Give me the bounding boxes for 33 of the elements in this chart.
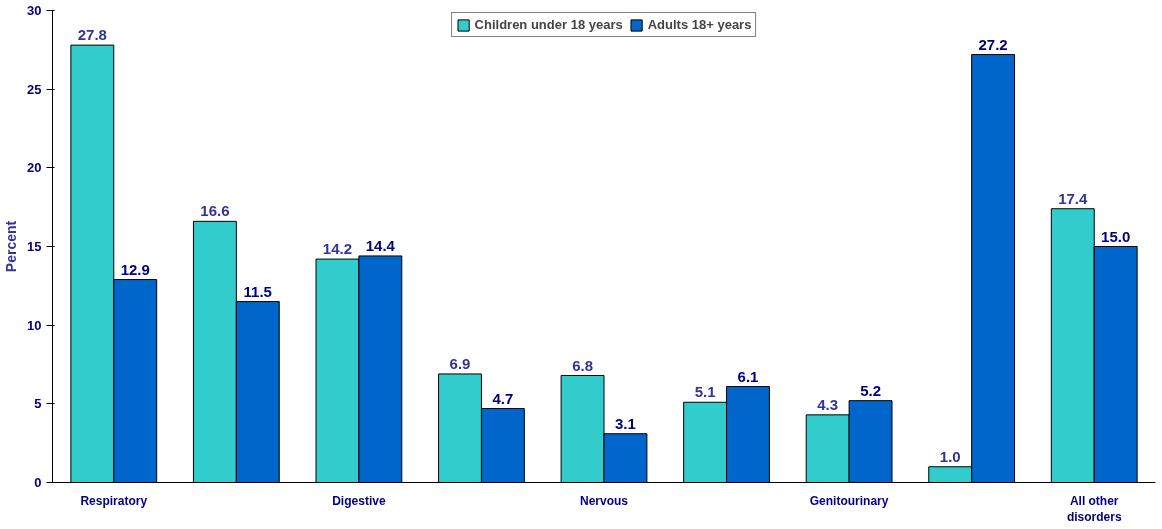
data-label: 14.4 [365, 236, 396, 254]
y-tick-label: 20 [27, 160, 42, 176]
data-label: 6.8 [572, 356, 593, 374]
x-tick-label: Respiratory [80, 493, 148, 508]
data-label: 27.2 [978, 35, 1008, 53]
x-tick-label: Nervous [579, 493, 629, 508]
x-tick-label: Digestive [332, 493, 386, 508]
data-label: 4.3 [817, 395, 839, 413]
y-tick-label: 0 [34, 475, 42, 490]
data-label: 4.7 [492, 389, 514, 407]
data-label: 1.0 [939, 447, 961, 465]
data-label: 14.2 [322, 240, 353, 258]
data-label: 5.1 [694, 383, 716, 401]
x-tick-label: Genitourinary [809, 493, 889, 508]
y-tick-label: 15 [27, 239, 42, 254]
data-label: 3.1 [615, 414, 636, 432]
data-label: 11.5 [243, 282, 272, 300]
y-axis-title: Percent [3, 220, 20, 273]
legend-label: Adults 18+ years [647, 17, 752, 32]
data-label: 15.0 [1101, 227, 1131, 245]
y-tick-label: 25 [27, 81, 42, 97]
data-label: 6.1 [737, 367, 759, 385]
x-tick-label: All other disorders [1066, 493, 1122, 525]
data-label: 6.9 [449, 354, 471, 372]
data-label: 5.2 [860, 381, 881, 399]
y-tick-label: 5 [34, 396, 42, 412]
data-label: 27.8 [77, 26, 107, 44]
legend-label: Children under 18 years [474, 17, 623, 32]
y-tick-label: 30 [27, 3, 42, 18]
data-label: 12.9 [120, 260, 150, 278]
data-label: 16.6 [200, 202, 230, 220]
data-label: 17.4 [1058, 189, 1089, 207]
y-tick-label: 10 [27, 317, 42, 333]
